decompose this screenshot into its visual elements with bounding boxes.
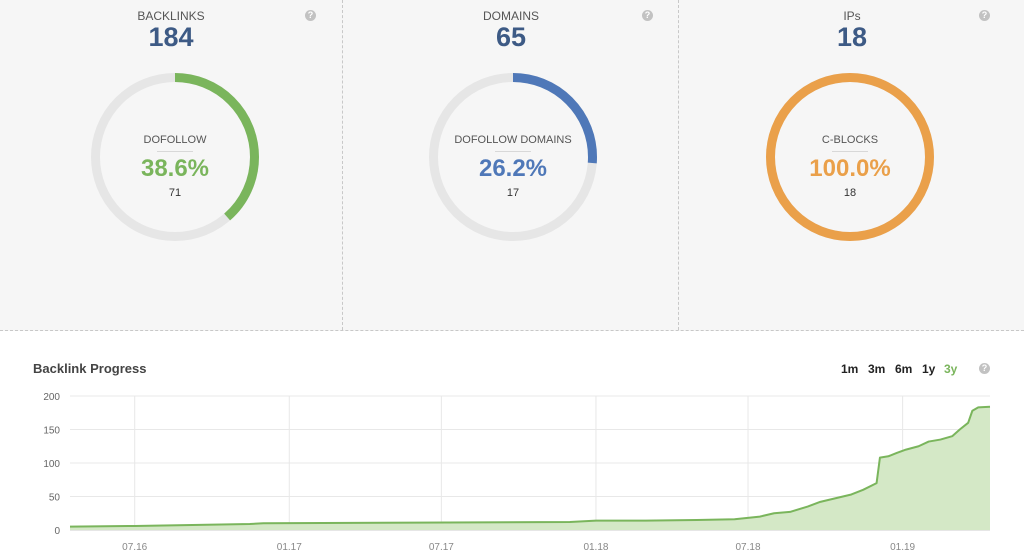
question-circle-icon[interactable]: ? <box>642 10 653 21</box>
range-6m-button[interactable]: 6m <box>895 362 913 376</box>
ips-count: 18 <box>836 22 868 52</box>
dofollow-arc <box>91 73 259 241</box>
ips-panel: IPs 18 ? C-BLOCKS 100.0% 18 <box>678 0 1024 330</box>
x-tick-label: 01.19 <box>890 542 915 553</box>
c-blocks-count: 18 <box>843 187 857 199</box>
series-area <box>70 406 990 530</box>
dofollow-count: 71 <box>168 187 182 199</box>
x-tick-label: 01.17 <box>277 542 302 553</box>
divider <box>495 151 531 152</box>
backlinks-count: 184 <box>148 22 194 52</box>
backlinks-donut: DOFOLLOW 38.6% 71 <box>87 69 263 245</box>
x-tick-label: 07.16 <box>122 542 147 553</box>
divider <box>832 151 868 152</box>
dofollow-label: DOFOLLOW <box>143 134 207 146</box>
ips-donut: C-BLOCKS 100.0% 18 <box>762 69 938 245</box>
domains-panel: DOMAINS 65 ? DOFOLLOW DOMAINS 26.2% 17 <box>342 0 679 330</box>
dofollow-domains-count: 17 <box>506 187 520 199</box>
range-3m-button[interactable]: 3m <box>868 362 886 376</box>
c-blocks-arc <box>766 73 934 241</box>
c-blocks-label: C-BLOCKS <box>821 134 879 146</box>
backlink-progress-chart: 0 50 100 150 200 07.16 01.17 07.17 01.18 07.18 01.… <box>43 392 991 553</box>
question-circle-icon[interactable]: ? <box>979 10 990 21</box>
dofollow-domains-label: DOFOLLOW DOMAINS <box>454 134 572 146</box>
dofollow-percent: 38.6% <box>140 155 210 182</box>
y-tick-label: 200 <box>43 392 60 403</box>
domains-title: DOMAINS <box>482 9 539 23</box>
question-circle-icon[interactable]: ? <box>979 363 990 374</box>
backlinks-panel: BACKLINKS 184 ? DOFOLLOW 38.6% 71 <box>0 0 342 330</box>
x-tick-label: 01.18 <box>583 542 608 553</box>
range-3y-button[interactable]: 3y <box>944 362 958 376</box>
y-tick-label: 0 <box>54 526 60 537</box>
y-tick-label: 150 <box>43 426 60 437</box>
range-1y-button[interactable]: 1y <box>922 362 936 376</box>
range-1m-button[interactable]: 1m <box>841 362 859 376</box>
stats-section: BACKLINKS 184 ? DOFOLLOW 38.6% 71 DOMAIN… <box>0 0 1024 331</box>
y-tick-label: 100 <box>43 459 60 470</box>
domains-count: 65 <box>495 22 527 52</box>
x-tick-label: 07.18 <box>736 542 761 553</box>
divider <box>157 151 193 152</box>
backlinks-title: BACKLINKS <box>137 9 205 23</box>
dofollow-domains-arc <box>429 73 597 241</box>
question-circle-icon[interactable]: ? <box>305 10 316 21</box>
ips-title: IPs <box>843 9 861 23</box>
domains-donut: DOFOLLOW DOMAINS 26.2% 17 <box>425 69 601 245</box>
x-tick-label: 07.17 <box>429 542 454 553</box>
backlink-progress-title: Backlink Progress <box>33 361 147 376</box>
y-tick-label: 50 <box>49 493 61 504</box>
series-line <box>69 405 991 528</box>
dofollow-domains-percent: 26.2% <box>478 155 548 182</box>
c-blocks-percent: 100.0% <box>809 155 891 182</box>
